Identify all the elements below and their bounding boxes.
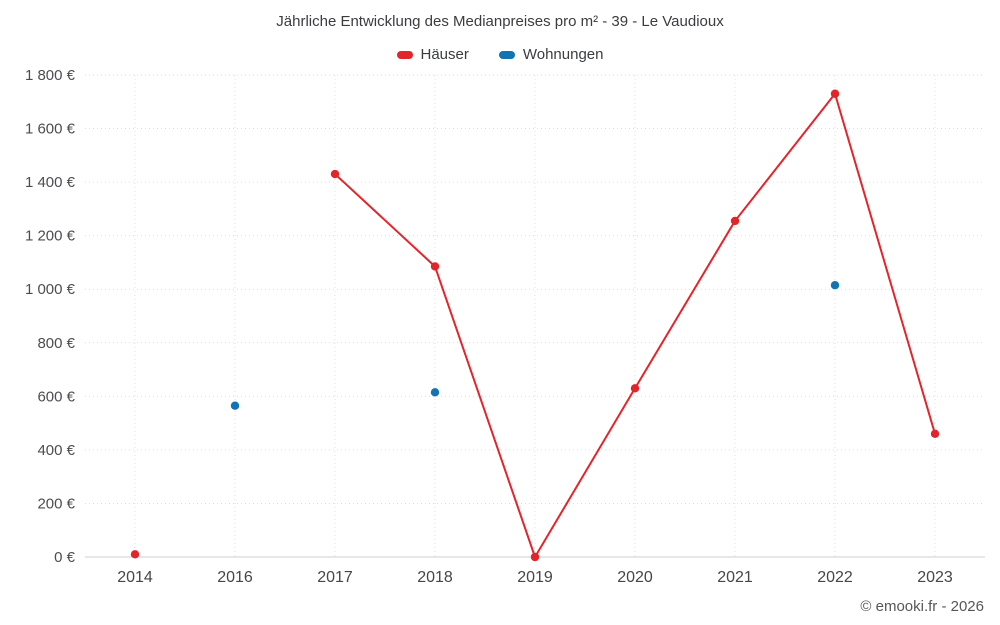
data-point-hauser (930, 429, 940, 439)
y-tick-label: 600 € (37, 388, 75, 405)
x-tick-label: 2020 (617, 569, 653, 586)
y-tick-label: 800 € (37, 335, 75, 352)
data-point-wohnungen (430, 388, 440, 397)
data-point-hauser (330, 169, 340, 179)
data-point-hauser (830, 89, 840, 98)
y-tick-label: 1 800 € (25, 67, 76, 84)
y-tick-label: 0 € (54, 549, 76, 566)
legend-label-hauser: Häuser (420, 46, 469, 63)
legend-marker-wohnungen (498, 50, 515, 59)
y-tick-label: 1 600 € (25, 121, 76, 138)
legend-marker-hauser (396, 50, 413, 59)
x-tick-label: 2019 (517, 569, 553, 586)
data-point-wohnungen (230, 401, 240, 410)
y-tick-label: 200 € (37, 495, 75, 512)
x-tick-label: 2018 (417, 569, 453, 586)
chart-title: Jährliche Entwicklung des Medianpreises … (276, 13, 724, 30)
x-tick-label: 2017 (317, 569, 353, 586)
legend-item-hauser[interactable]: Häuser (396, 46, 469, 63)
y-tick-label: 1 400 € (25, 174, 76, 191)
data-point-hauser (130, 550, 140, 559)
x-tick-label: 2021 (717, 569, 753, 586)
x-tick-label: 2014 (117, 569, 153, 586)
copyright: © emooki.fr - 2026 (860, 598, 984, 615)
x-tick-label: 2023 (917, 569, 953, 586)
data-point-hauser (530, 552, 540, 562)
data-point-hauser (630, 384, 640, 393)
y-tick-label: 1 200 € (25, 228, 76, 245)
chart-legend: Häuser Wohnungen (0, 46, 1000, 63)
y-tick-label: 1 000 € (25, 281, 76, 298)
data-point-hauser (430, 262, 440, 271)
x-tick-label: 2022 (817, 569, 853, 586)
x-tick-label: 2016 (217, 569, 253, 586)
legend-item-wohnungen[interactable]: Wohnungen (498, 46, 604, 63)
legend-label-wohnungen: Wohnungen (522, 46, 604, 63)
y-tick-label: 400 € (37, 442, 75, 459)
data-point-wohnungen (830, 281, 840, 290)
data-point-hauser (730, 216, 740, 226)
